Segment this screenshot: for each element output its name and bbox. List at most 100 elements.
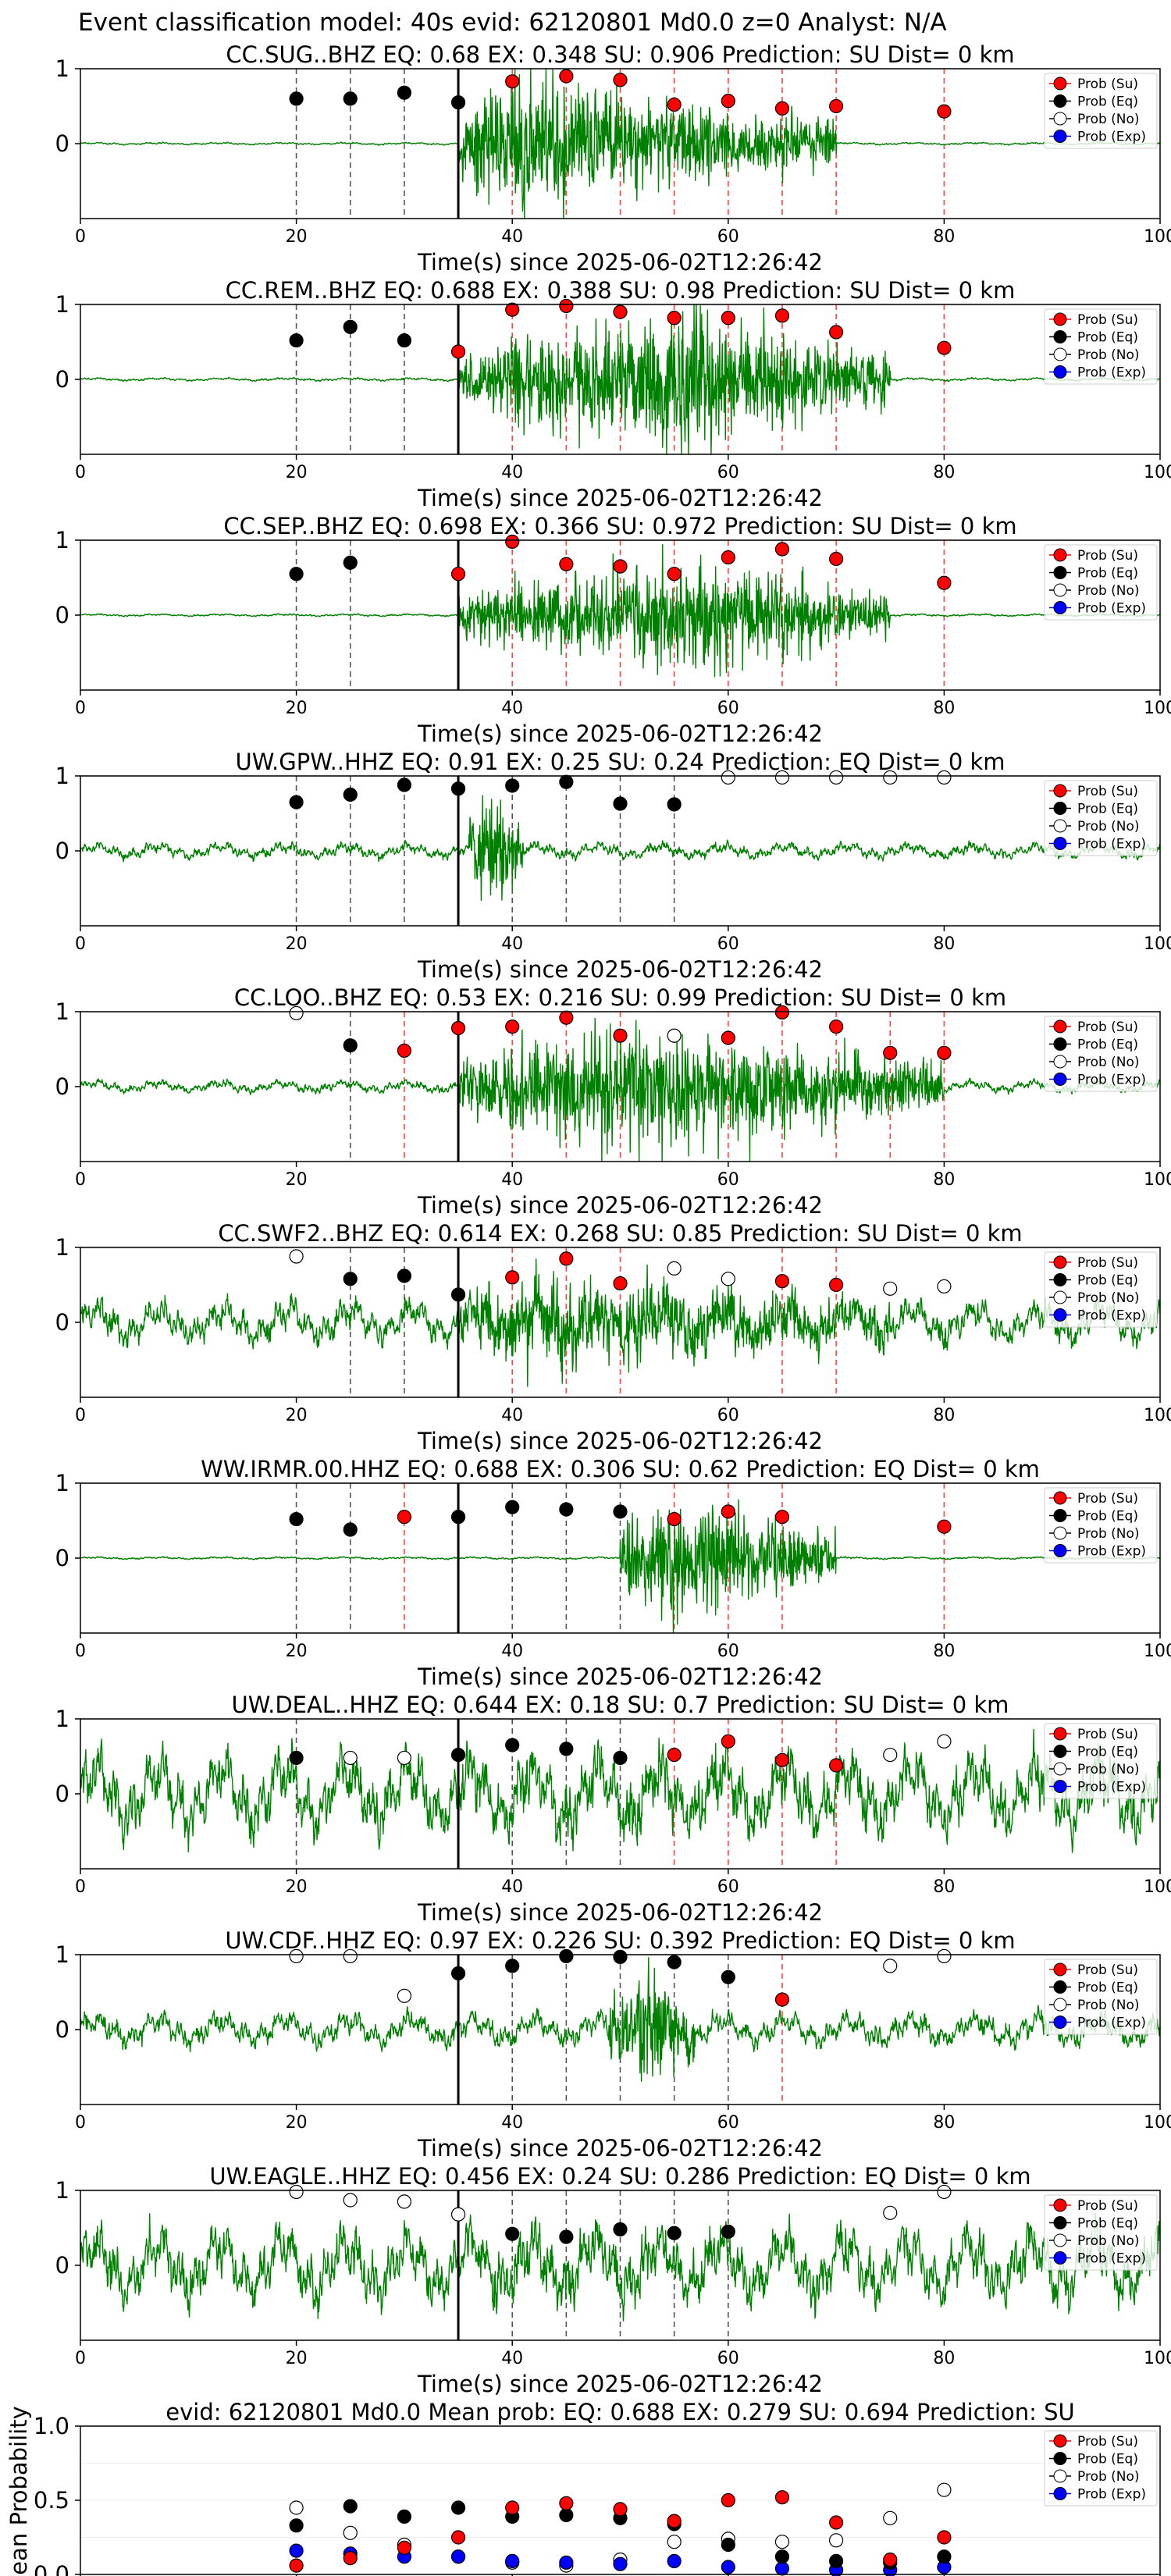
prob-marker-eq (505, 778, 520, 793)
prob-marker-eq (613, 1949, 628, 1964)
legend-marker-su (1053, 548, 1067, 562)
prob-marker-su (774, 1992, 790, 2007)
legend-box (1044, 2430, 1158, 2507)
waveform-trace (80, 1258, 1161, 1387)
x-tick-label: 0 (75, 699, 86, 718)
x-axis-label: Time(s) since 2025-06-02T12:26:42 (417, 1192, 823, 1219)
legend-marker-eq (1053, 330, 1067, 343)
prob-marker-eq (559, 1742, 574, 1756)
legend-marker-eq (1053, 1745, 1067, 1758)
panel-title: CC.REM..BHZ EQ: 0.688 EX: 0.388 SU: 0.98… (226, 277, 1016, 304)
mean-marker-eq (343, 2499, 358, 2514)
legend-marker-exp (1053, 130, 1067, 143)
prob-marker-su (828, 1758, 844, 1773)
x-tick-label: 0 (75, 2349, 86, 2368)
x-tick-label: 100 (1144, 1170, 1171, 1190)
prob-marker-eq (289, 567, 304, 582)
prob-marker-eq (343, 1522, 358, 1537)
y-tick-label: 0 (55, 1073, 69, 1100)
mean-marker-su (667, 2514, 682, 2528)
mean-marker-no (289, 2500, 304, 2515)
prob-marker-su (667, 97, 682, 112)
x-tick-label: 0 (75, 463, 86, 482)
legend-label-no: Prob (No) (1077, 583, 1140, 599)
legend-box (1044, 1016, 1158, 1092)
mean-marker-su (505, 2500, 520, 2515)
prob-marker-su (828, 1019, 844, 1034)
x-tick-label: 20 (286, 463, 308, 482)
prob-marker-su (721, 1030, 735, 1045)
figure-suptitle: Event classification model: 40s evid: 62… (78, 9, 947, 37)
mean-marker-exp (559, 2555, 574, 2570)
prob-marker-eq (505, 1500, 520, 1514)
y-tick-label: 0 (55, 602, 69, 628)
legend-marker-exp (1053, 1544, 1067, 1557)
prob-marker-su (505, 1270, 520, 1285)
mean-marker-no (774, 2535, 790, 2549)
legend-marker-no (1053, 1290, 1067, 1304)
prob-marker-eq (450, 781, 466, 796)
prob-marker-eq (667, 1955, 682, 1969)
legend-label-exp: Prob (Exp) (1077, 1073, 1146, 1088)
station-panel: CC.SUG..BHZ EQ: 0.68 EX: 0.348 SU: 0.906… (55, 41, 1171, 276)
prob-marker-no (937, 2184, 952, 2200)
prob-marker-eq (450, 1287, 466, 1302)
legend-label-no: Prob (No) (1077, 1055, 1140, 1070)
legend-marker-eq (1053, 2452, 1067, 2465)
prob-marker-no (721, 1272, 735, 1286)
prob-marker-no (289, 2184, 304, 2200)
legend-label-su: Prob (Su) (1077, 2198, 1138, 2214)
legend-marker-eq (1053, 94, 1067, 108)
mean-probability-panel: evid: 62120801 Md0.0 Mean prob: EQ: 0.68… (5, 2399, 1161, 2576)
legend-marker-exp (1053, 1073, 1067, 1086)
legend-marker-exp (1053, 2487, 1067, 2500)
legend-label-no: Prob (No) (1077, 2233, 1140, 2249)
legend-label-no: Prob (No) (1077, 347, 1140, 363)
x-tick-label: 100 (1144, 2113, 1171, 2133)
prob-marker-su (721, 311, 735, 326)
mean-marker-eq (289, 2518, 304, 2533)
waveform-trace (80, 1499, 1161, 1634)
panel-title: WW.IRMR.00.HHZ EQ: 0.688 EX: 0.306 SU: 0… (201, 1456, 1040, 1482)
prob-marker-eq (559, 2229, 574, 2244)
prob-marker-su (937, 104, 952, 119)
prob-marker-eq (613, 796, 628, 811)
x-tick-label: 20 (286, 1170, 308, 1190)
legend-label-exp: Prob (Exp) (1077, 2487, 1146, 2503)
prob-marker-su (450, 567, 466, 582)
x-tick-label: 100 (1144, 463, 1171, 482)
prob-marker-su (721, 550, 735, 565)
prob-marker-su (774, 1510, 790, 1525)
prob-marker-su (667, 1747, 682, 1763)
prob-marker-su (450, 344, 466, 359)
prob-marker-su (559, 298, 574, 314)
prob-marker-su (559, 69, 574, 84)
prob-marker-su (828, 98, 844, 114)
waveform-trace (80, 304, 1161, 455)
legend-marker-eq (1053, 566, 1067, 579)
mean-marker-eq (774, 2549, 790, 2564)
x-tick-label: 80 (933, 1877, 955, 1897)
mean-marker-eq (828, 2553, 844, 2568)
waveform-trace (80, 544, 1161, 678)
legend-label-su: Prob (Su) (1077, 1019, 1138, 1035)
mean-marker-exp (289, 2543, 304, 2558)
legend-marker-su (1053, 1962, 1067, 1976)
prob-marker-eq (343, 1272, 358, 1286)
y-tick-label: 0 (55, 1309, 69, 1336)
prob-marker-su (613, 73, 628, 87)
x-tick-label: 100 (1144, 934, 1171, 954)
prob-marker-su (505, 302, 520, 317)
y-tick-label: 1 (55, 1470, 69, 1496)
legend-label-eq: Prob (Eq) (1077, 1980, 1138, 1996)
x-tick-label: 80 (933, 699, 955, 718)
waveform-trace (80, 68, 1161, 219)
legend-marker-exp (1053, 2016, 1067, 2029)
x-axis-label: Time(s) since 2025-06-02T12:26:42 (417, 720, 823, 747)
mean-marker-exp (721, 2560, 735, 2574)
x-tick-label: 20 (286, 2349, 308, 2368)
legend-marker-eq (1053, 1273, 1067, 1286)
legend-marker-exp (1053, 365, 1067, 379)
legend-label-exp: Prob (Exp) (1077, 1544, 1146, 1560)
